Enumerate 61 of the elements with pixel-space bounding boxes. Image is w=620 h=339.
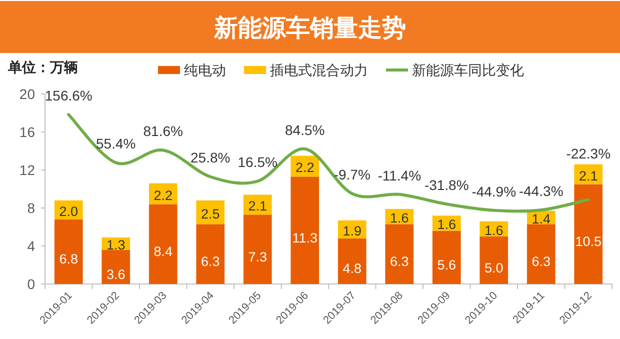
bar xyxy=(243,194,272,215)
data-label: 6.3 xyxy=(200,254,220,270)
bar xyxy=(102,250,130,284)
legend-label: 纯电动 xyxy=(184,62,226,78)
data-label: 1.6 xyxy=(484,222,504,238)
data-label: 8.4 xyxy=(154,244,173,260)
data-label: 6.3 xyxy=(532,254,551,270)
bar xyxy=(54,219,83,284)
data-label: -44.9% xyxy=(472,183,516,200)
data-label: -11.4% xyxy=(378,167,422,184)
data-label: 84.5% xyxy=(285,122,325,138)
bar xyxy=(574,184,603,284)
data-label: 4.8 xyxy=(342,261,362,276)
y-tick-label: 8 xyxy=(27,200,36,216)
bar xyxy=(574,164,603,184)
bar xyxy=(526,224,556,284)
data-label: 2.2 xyxy=(154,188,173,203)
bar xyxy=(243,214,272,284)
data-label: 6.8 xyxy=(59,252,78,267)
data-label: 1.3 xyxy=(106,238,126,253)
data-label: 2.5 xyxy=(200,206,220,222)
bar xyxy=(196,224,225,284)
data-label: 10.5 xyxy=(575,234,602,250)
data-label: 156.6% xyxy=(44,88,92,104)
data-label: 7.3 xyxy=(248,249,268,264)
data-label: 81.6% xyxy=(143,123,183,140)
data-label: 1.9 xyxy=(342,223,362,238)
y-tick-label: 4 xyxy=(27,238,36,254)
data-label: -31.8% xyxy=(424,177,469,194)
y-tick-label: 20 xyxy=(19,86,36,102)
data-label: 16.5% xyxy=(238,154,278,170)
bar xyxy=(385,224,414,284)
data-label: 55.4% xyxy=(96,136,136,152)
bar xyxy=(432,230,461,284)
data-label: -9.7% xyxy=(334,166,370,183)
chart-title: 新能源车销量走势 xyxy=(213,15,406,42)
data-label: 1.6 xyxy=(437,217,456,232)
bar xyxy=(290,176,320,284)
data-label: 25.8% xyxy=(190,150,230,166)
data-label: 5.6 xyxy=(437,257,456,272)
data-label: 5.0 xyxy=(484,260,504,276)
y-tick-label: 16 xyxy=(19,124,36,140)
bar xyxy=(148,204,178,284)
y-tick-label: 12 xyxy=(19,162,36,178)
data-label: 2.1 xyxy=(248,198,268,214)
legend-label: 插电式混合动力 xyxy=(270,62,368,78)
data-label: -22.3% xyxy=(566,145,611,162)
data-label: 1.6 xyxy=(390,210,409,226)
data-label: 2.1 xyxy=(578,168,598,184)
y-axis-title: 单位：万辆 xyxy=(7,59,78,75)
data-label: 2.2 xyxy=(295,160,314,176)
data-label: 6.3 xyxy=(390,254,409,270)
legend-label: 新能源车同比变化 xyxy=(412,62,524,78)
data-label: 3.6 xyxy=(106,266,126,282)
data-label: 11.3 xyxy=(292,230,318,246)
bar xyxy=(338,238,366,284)
data-label: 1.4 xyxy=(532,212,551,226)
y-tick-label: 0 xyxy=(27,276,36,292)
data-label: -44.3% xyxy=(518,183,564,200)
data-label: 2.0 xyxy=(59,204,78,219)
bar xyxy=(480,236,508,284)
